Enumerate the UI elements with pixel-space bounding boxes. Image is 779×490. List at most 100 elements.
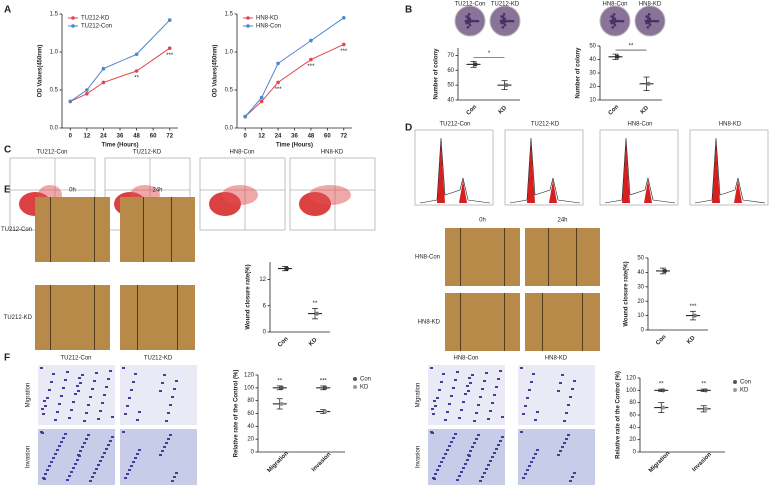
cell [159, 454, 162, 456]
cell [456, 371, 459, 373]
label: HN8-KD [719, 122, 742, 128]
cell [101, 402, 104, 404]
cell [530, 381, 533, 383]
cell [432, 413, 435, 415]
g2-peak [734, 180, 742, 203]
label: HN8-Con [627, 122, 652, 128]
cell [567, 434, 570, 436]
cell [163, 446, 166, 448]
y-tick-label: 0.0 [50, 126, 59, 132]
x-tick-label: 60 [324, 134, 331, 140]
x-tick-label: KD [498, 105, 509, 116]
legend-label: HN8-KD [256, 16, 279, 22]
data-point [259, 99, 264, 104]
y-tick-label: 120 [626, 376, 637, 382]
colony [465, 21, 468, 25]
cell [442, 457, 445, 459]
data-point [703, 388, 708, 393]
colony [502, 19, 506, 23]
significance: * [488, 51, 491, 57]
cell [571, 388, 574, 390]
colony [465, 15, 468, 18]
cell [70, 471, 73, 473]
data-point [315, 311, 319, 316]
cell [58, 403, 61, 405]
cell [468, 377, 471, 379]
cell [91, 388, 94, 390]
cell [76, 459, 79, 461]
cell [495, 386, 498, 388]
cell [469, 450, 472, 452]
cell [107, 378, 110, 380]
cell [136, 453, 139, 455]
colony [500, 15, 503, 18]
data-point [279, 385, 284, 390]
data-point [663, 268, 667, 273]
y-tick-label: 50 [637, 256, 644, 262]
label: 0h [479, 218, 486, 224]
g2-peak [549, 180, 557, 203]
y-tick-label: 50 [447, 83, 454, 89]
cell [124, 477, 127, 479]
cell [532, 373, 535, 375]
panel-letter: E [4, 185, 11, 196]
cell [66, 479, 69, 481]
x-tick-label: 60 [150, 134, 157, 140]
cell [62, 437, 65, 439]
cell [569, 480, 572, 482]
y-tick-label: 40 [247, 424, 254, 430]
cell [42, 413, 45, 415]
colony [610, 15, 613, 18]
label: Migration [416, 383, 422, 408]
cell [557, 390, 560, 392]
cell [171, 480, 174, 482]
y-tick-label: 40 [629, 425, 636, 431]
data-point [693, 313, 697, 318]
cell [60, 441, 63, 443]
data-point [661, 405, 666, 410]
y-tick-label: 40 [637, 270, 644, 276]
x-tick-label: Con [466, 104, 479, 117]
wound-image [120, 197, 195, 262]
cell [97, 418, 100, 420]
cell [97, 464, 100, 466]
cell [434, 473, 437, 475]
legend-marker [353, 377, 357, 381]
legend-marker [246, 16, 250, 20]
cell [93, 472, 96, 474]
cell [103, 394, 106, 396]
panel-letter: C [4, 145, 11, 156]
cell-cloud [222, 185, 258, 205]
wound-image [445, 293, 520, 351]
y-tick-label: 50 [589, 44, 596, 50]
y-tick-label: 20 [247, 437, 254, 443]
cell [99, 410, 102, 412]
cell [126, 473, 129, 475]
y-axis-label: Number of colony [434, 48, 440, 100]
cell [493, 452, 496, 454]
colony [472, 19, 476, 23]
cell [77, 390, 80, 392]
cell [479, 480, 482, 482]
colony [612, 12, 616, 16]
cell [132, 381, 135, 383]
y-tick-label: 40 [589, 57, 596, 63]
colony [509, 19, 513, 23]
cell [99, 460, 102, 462]
significance: *** [340, 49, 348, 55]
y-tick-label: 70 [447, 53, 454, 59]
colony [470, 19, 474, 23]
cell [105, 386, 108, 388]
g1-peak [622, 140, 630, 203]
cell [76, 385, 79, 387]
colony [619, 19, 623, 23]
y-tick-label: 60 [447, 68, 454, 74]
colony [654, 19, 658, 23]
label: Migration [26, 383, 32, 408]
cell [66, 371, 69, 373]
data-point [68, 99, 73, 104]
colony [656, 19, 660, 23]
data-point [309, 38, 313, 43]
x-tick-label: Migration [266, 451, 290, 475]
series-line [70, 19, 171, 102]
